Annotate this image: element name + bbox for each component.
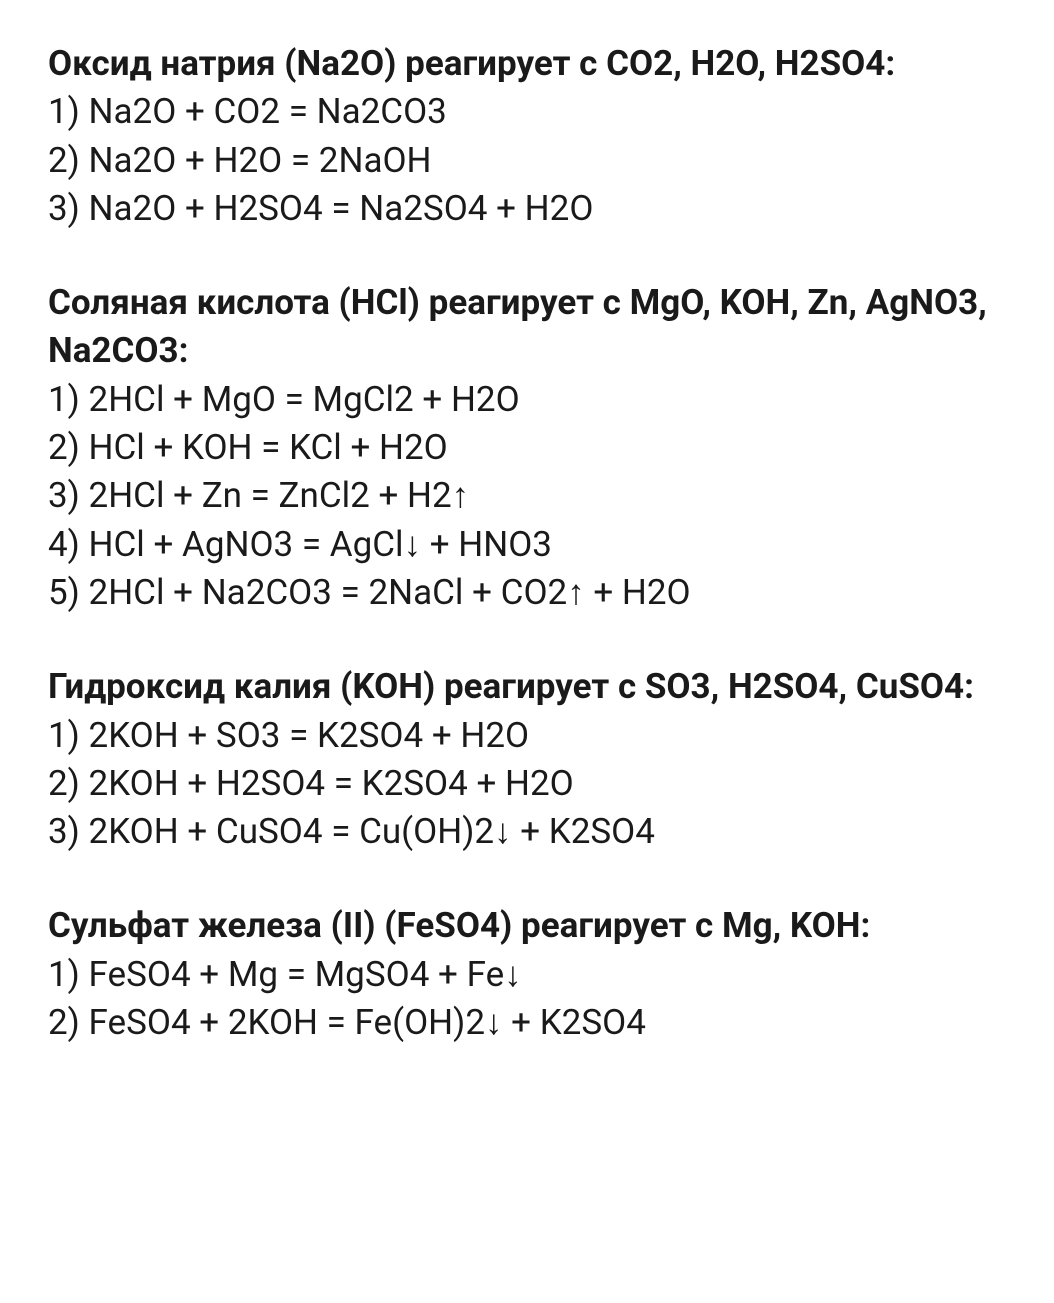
heading: Сульфат железа (II) (FeSO4) реагирует с … xyxy=(48,902,1006,950)
equation: 3) 2HCl + Zn = ZnCl2 + H2↑ xyxy=(48,472,1006,520)
equation: 2) HCl + KOH = KCl + H2O xyxy=(48,424,1006,472)
heading: Гидроксид калия (KOH) реагирует с SO3, H… xyxy=(48,663,1006,711)
section-sodium-oxide: Оксид натрия (Na2O) реагирует с CO2, H2O… xyxy=(48,40,1006,233)
equation: 1) 2HCl + MgO = MgCl2 + H2O xyxy=(48,376,1006,424)
equation: 5) 2HCl + Na2CO3 = 2NaCl + CO2↑ + H2O xyxy=(48,569,1006,617)
equation: 2) 2KOH + H2SO4 = K2SO4 + H2O xyxy=(48,760,1006,808)
equation: 1) FeSO4 + Mg = MgSO4 + Fe↓ xyxy=(48,951,1006,999)
equation: 1) Na2O + CO2 = Na2CO3 xyxy=(48,88,1006,136)
heading: Оксид натрия (Na2O) реагирует с CO2, H2O… xyxy=(48,40,1006,88)
equation: 3) Na2O + H2SO4 = Na2SO4 + H2O xyxy=(48,185,1006,233)
equation: 2) Na2O + H2O = 2NaOH xyxy=(48,137,1006,185)
equation: 4) HCl + AgNO3 = AgCl↓ + HNO3 xyxy=(48,521,1006,569)
heading: Соляная кислота (HCl) реагирует с MgO, K… xyxy=(48,279,1006,376)
equation: 3) 2KOH + CuSO4 = Cu(OH)2↓ + K2SO4 xyxy=(48,808,1006,856)
section-iron-sulfate: Сульфат железа (II) (FeSO4) реагирует с … xyxy=(48,902,1006,1047)
equation: 2) FeSO4 + 2KOH = Fe(OH)2↓ + K2SO4 xyxy=(48,999,1006,1047)
equation: 1) 2KOH + SO3 = K2SO4 + H2O xyxy=(48,712,1006,760)
section-hydrochloric-acid: Соляная кислота (HCl) реагирует с MgO, K… xyxy=(48,279,1006,617)
section-potassium-hydroxide: Гидроксид калия (KOH) реагирует с SO3, H… xyxy=(48,663,1006,856)
